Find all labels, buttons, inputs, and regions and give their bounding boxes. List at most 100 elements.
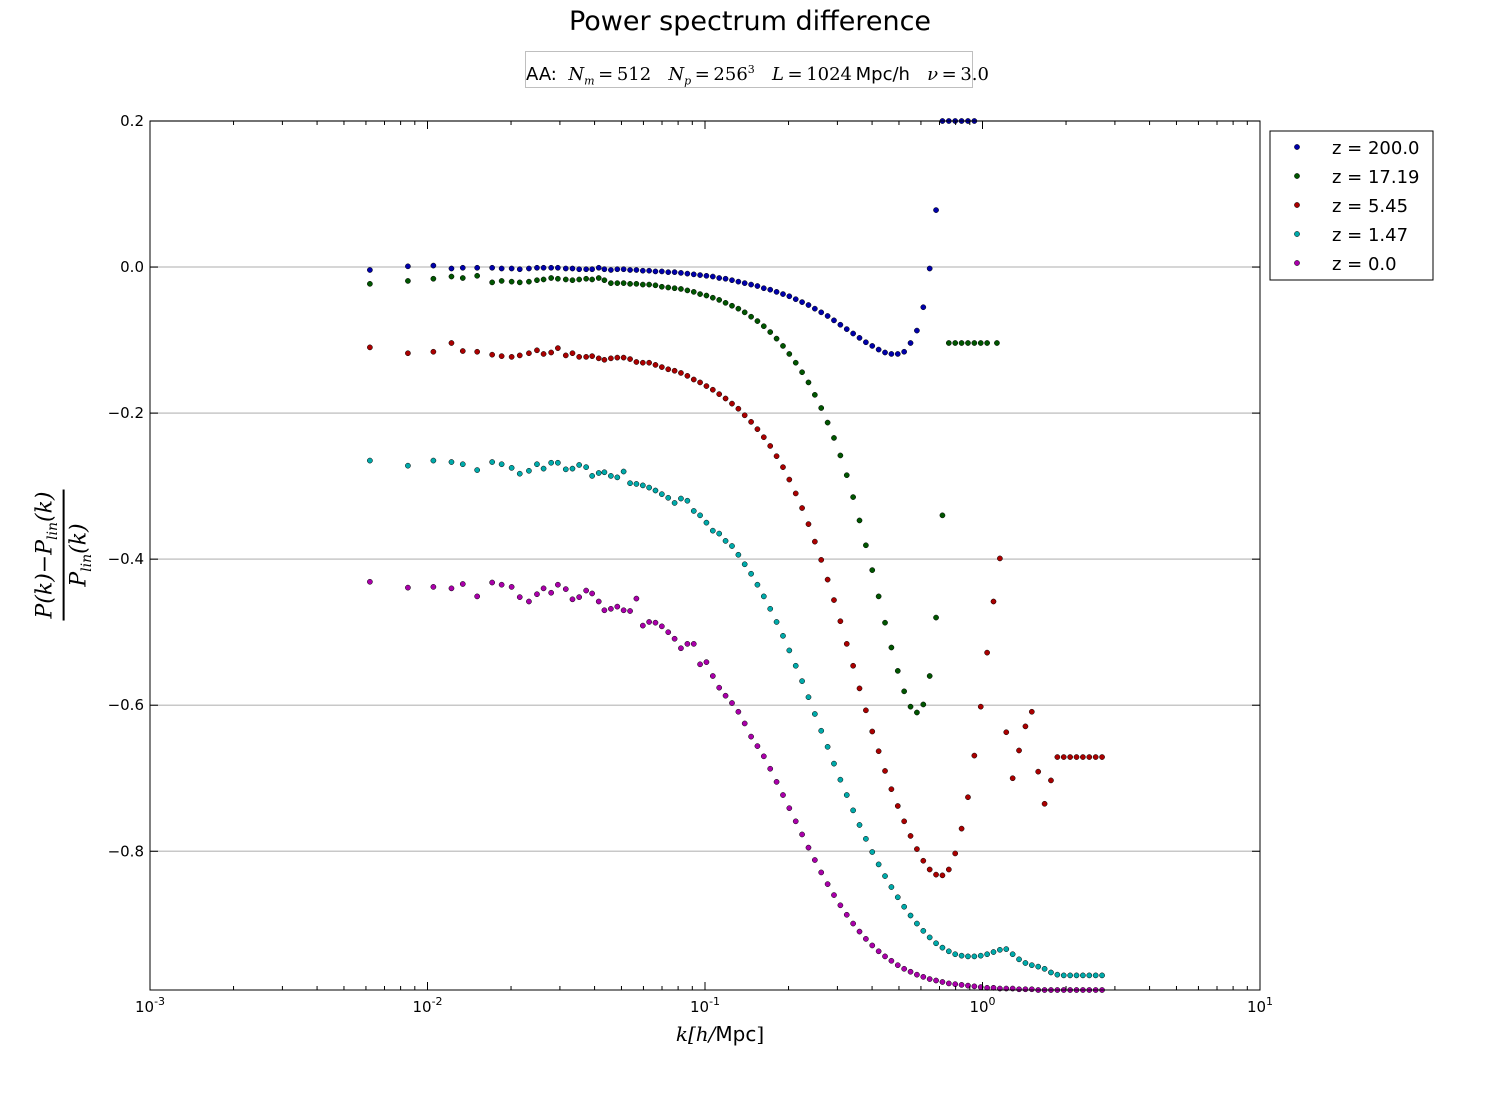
data-point	[583, 266, 589, 273]
data-point	[914, 709, 920, 716]
series-3	[367, 457, 1105, 979]
data-point	[850, 330, 856, 337]
data-point	[589, 353, 595, 359]
data-point	[965, 794, 971, 801]
data-point	[767, 443, 774, 449]
data-point	[735, 305, 742, 312]
data-point	[608, 280, 614, 286]
x-tick-label: 10-3	[135, 995, 165, 1016]
data-point	[614, 354, 621, 361]
data-point	[1099, 972, 1105, 979]
data-point	[748, 570, 754, 577]
data-point	[639, 281, 646, 288]
data-point	[448, 340, 455, 346]
data-point	[583, 587, 589, 594]
data-point	[608, 605, 614, 612]
data-point	[901, 688, 908, 695]
legend-label: z = 17.19	[1332, 167, 1420, 188]
data-point	[652, 487, 659, 494]
data-point	[526, 350, 532, 357]
data-point	[678, 370, 684, 376]
data-point	[767, 765, 774, 772]
data-point	[1003, 946, 1010, 952]
data-point	[498, 581, 505, 588]
data-point	[601, 469, 608, 476]
data-point	[856, 517, 863, 524]
data-point	[805, 694, 812, 701]
data-point	[1080, 972, 1086, 979]
data-point	[907, 912, 914, 919]
data-point	[926, 866, 933, 873]
data-point	[658, 364, 665, 370]
legend-label: z = 1.47	[1332, 225, 1408, 246]
data-point	[703, 659, 710, 665]
data-point	[990, 949, 997, 955]
parameter-annotation-box: AA: Nm = 512 Np = 2563 L = 1024 Mpc/h ν …	[525, 51, 989, 88]
data-point	[562, 265, 569, 272]
x-axis-label: k[h/Mpc]	[675, 1022, 765, 1046]
plot-area-frame	[149, 120, 1261, 991]
data-point	[1041, 965, 1048, 972]
data-point	[627, 280, 633, 287]
data-point	[811, 857, 818, 863]
data-point	[709, 673, 716, 679]
data-point	[856, 928, 863, 935]
data-point	[811, 391, 818, 398]
data-point	[894, 962, 901, 969]
data-point	[516, 470, 523, 477]
data-point	[856, 335, 863, 341]
data-point	[965, 982, 971, 989]
data-point	[448, 459, 455, 465]
data-point	[665, 269, 672, 276]
data-point	[1022, 723, 1029, 730]
data-point	[671, 367, 678, 374]
data-point	[671, 635, 678, 642]
data-point	[498, 265, 505, 272]
data-point	[958, 952, 965, 959]
data-point	[697, 291, 703, 297]
data-point	[786, 647, 793, 654]
data-point	[405, 350, 411, 357]
data-point	[627, 356, 633, 362]
data-point	[926, 673, 933, 679]
data-point	[760, 285, 767, 292]
axis-ticks: 0.2 0.0 −0.2 −0.4 −0.6 −0.8 10-3 10-2 10-1 100 101	[108, 112, 1273, 1016]
data-point	[869, 942, 876, 949]
data-point	[684, 497, 691, 504]
data-point	[620, 607, 627, 614]
data-point	[498, 461, 505, 468]
data-point	[875, 748, 882, 755]
data-point	[863, 936, 869, 942]
data-point	[831, 892, 837, 898]
data-point	[583, 464, 589, 470]
data-point	[933, 207, 939, 213]
x-tick-label: 10-1	[690, 995, 720, 1016]
data-point	[799, 831, 805, 838]
data-point	[633, 595, 640, 602]
data-point	[735, 708, 742, 715]
data-point	[716, 297, 723, 303]
data-point	[907, 968, 914, 975]
data-point	[811, 305, 818, 312]
data-point	[671, 269, 678, 276]
data-point	[595, 598, 602, 605]
data-point	[729, 302, 735, 309]
data-point	[474, 272, 481, 279]
data-point	[1067, 754, 1073, 760]
y-tick-label: −0.6	[108, 696, 144, 714]
data-point	[760, 323, 767, 330]
data-point	[939, 872, 946, 879]
data-point	[754, 283, 761, 289]
data-point	[1092, 754, 1099, 760]
data-point	[984, 649, 990, 656]
data-point	[792, 818, 799, 825]
data-point	[888, 644, 895, 651]
data-point	[678, 286, 684, 292]
legend-marker	[1294, 173, 1300, 179]
data-point	[926, 934, 933, 941]
data-point	[526, 467, 532, 474]
data-point	[474, 264, 481, 271]
data-point	[526, 598, 532, 605]
data-point	[780, 464, 786, 470]
data-point	[786, 293, 793, 300]
